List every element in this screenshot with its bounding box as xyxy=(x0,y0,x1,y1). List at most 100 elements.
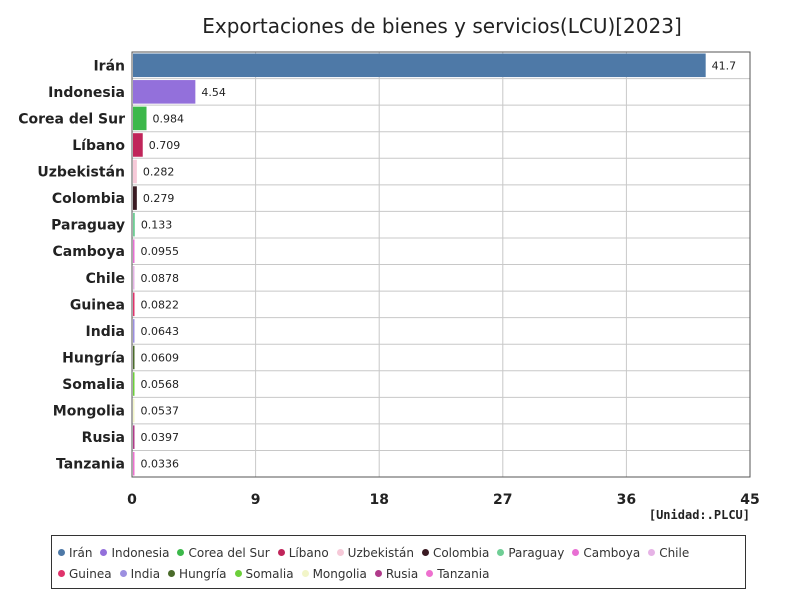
value-label-bg xyxy=(139,189,181,208)
legend-label: Chile xyxy=(659,545,690,560)
legend-item-iran: Irán xyxy=(58,542,92,563)
value-label-bg xyxy=(139,162,181,181)
chart-title: Exportaciones de bienes y servicios(LCU)… xyxy=(202,14,682,38)
legend: Irán Indonesia Corea del Sur Líbano Uzbekist… xyxy=(51,535,746,589)
legend-item-hungria: Hungría xyxy=(168,563,227,584)
bar-mongolia xyxy=(133,398,135,423)
value-label-bg xyxy=(137,321,186,340)
bar-guinea xyxy=(133,292,135,317)
category-labels: Irán Indonesia Corea del Sur Líbano Uzbekist… xyxy=(18,58,125,472)
legend-swatch xyxy=(301,570,309,577)
legend-swatch xyxy=(572,549,580,556)
legend-label: India xyxy=(130,566,161,581)
value-label-bg xyxy=(198,82,233,101)
bar-indonesia xyxy=(133,80,196,104)
bar-libano xyxy=(133,133,143,157)
bar-india xyxy=(133,319,135,343)
legend-item-guinea: Guinea xyxy=(58,563,112,584)
legend-item-uzbekistan: Uzbekistán xyxy=(336,542,414,563)
legend-item-corea-del-sur: Corea del Sur xyxy=(177,542,270,563)
legend-swatch xyxy=(497,549,505,556)
category-label-tanzania: Tanzania xyxy=(56,457,125,473)
legend-item-somalia: Somalia xyxy=(234,563,294,584)
x-tick-label: 9 xyxy=(251,492,261,508)
category-label-iran: Irán xyxy=(93,58,125,74)
value-label-tanzania: 0.0336 xyxy=(141,458,180,471)
value-label-bg xyxy=(708,56,743,75)
legend-item-indonesia: Indonesia xyxy=(100,542,169,563)
bar-rusia xyxy=(133,425,135,449)
value-label-bg xyxy=(137,428,186,447)
legend-label: Hungría xyxy=(179,566,227,581)
value-label-corea-del-sur: 0.984 xyxy=(153,112,185,125)
category-label-rusia: Rusia xyxy=(82,430,125,446)
value-label-india: 0.0643 xyxy=(141,325,180,338)
category-label-camboya: Camboya xyxy=(52,244,125,260)
value-label-chile: 0.0878 xyxy=(141,272,180,285)
unit-label: [Unidad:.PLCU] xyxy=(648,508,750,522)
legend-item-paraguay: Paraguay xyxy=(497,542,564,563)
plot-area xyxy=(131,51,751,478)
legend-swatch xyxy=(234,570,242,577)
value-label-libano: 0.709 xyxy=(149,139,181,152)
legend-item-rusia: Rusia xyxy=(374,563,418,584)
legend-label: Indonesia xyxy=(111,545,170,560)
legend-label: Paraguay xyxy=(508,545,565,560)
bar-tanzania xyxy=(133,451,135,476)
bar-iran xyxy=(133,53,706,78)
bar-corea-del-sur xyxy=(133,106,147,131)
category-label-hungria: Hungría xyxy=(62,350,125,366)
category-label-indonesia: Indonesia xyxy=(48,85,125,101)
category-label-paraguay: Paraguay xyxy=(51,218,125,234)
value-label-bg xyxy=(137,215,179,234)
value-label-camboya: 0.0955 xyxy=(141,245,180,258)
value-label-bg xyxy=(137,401,186,420)
category-label-chile: Chile xyxy=(86,271,125,287)
legend-label: Mongolia xyxy=(312,566,367,581)
legend-label: Uzbekistán xyxy=(347,545,414,560)
legend-label: Líbano xyxy=(288,545,329,560)
category-label-corea-del-sur: Corea del Sur xyxy=(18,111,125,127)
x-tick-label: 45 xyxy=(740,492,759,508)
legend-swatch xyxy=(58,549,65,556)
category-label-guinea: Guinea xyxy=(70,297,125,313)
category-label-colombia: Colombia xyxy=(52,191,125,207)
x-tick-label: 36 xyxy=(617,492,636,508)
value-label-bg xyxy=(137,375,186,394)
value-label-bg xyxy=(137,454,186,473)
category-label-uzbekistan: Uzbekistán xyxy=(37,165,125,181)
value-label-rusia: 0.0397 xyxy=(141,431,180,444)
value-label-bg xyxy=(137,268,186,287)
legend-swatch xyxy=(426,570,434,577)
legend-swatch xyxy=(119,570,127,577)
legend-label: Tanzania xyxy=(437,566,490,581)
value-label-indonesia: 4.54 xyxy=(201,86,226,99)
legend-item-mongolia: Mongolia xyxy=(301,563,367,584)
x-tick-label: 0 xyxy=(127,492,137,508)
legend-swatch xyxy=(421,549,429,556)
value-label-bg xyxy=(137,348,186,367)
bar-chile xyxy=(133,266,135,290)
x-tick-label: 18 xyxy=(369,492,388,508)
value-label-bg xyxy=(137,242,186,261)
value-label-mongolia: 0.0537 xyxy=(141,405,180,418)
value-label-somalia: 0.0568 xyxy=(141,378,180,391)
category-label-somalia: Somalia xyxy=(62,377,125,393)
legend-swatch xyxy=(100,549,108,556)
legend-swatch xyxy=(177,549,185,556)
value-label-bg xyxy=(145,135,187,154)
value-label-hungria: 0.0609 xyxy=(141,351,180,364)
value-label-bg xyxy=(149,109,191,128)
bar-colombia xyxy=(133,186,137,210)
legend-item-chile: Chile xyxy=(648,542,689,563)
category-label-mongolia: Mongolia xyxy=(53,404,125,420)
legend-swatch xyxy=(648,549,656,556)
grid xyxy=(131,51,751,478)
bar-uzbekistan xyxy=(133,159,137,184)
value-labels: 41.7 4.54 0.984 0.709 0.282 0.279 0.133 0.0955 0… xyxy=(137,56,743,473)
legend-swatch xyxy=(336,549,344,556)
legend-item-colombia: Colombia xyxy=(421,542,489,563)
x-axis-ticks: 0 9 18 27 36 45 xyxy=(127,492,760,508)
legend-swatch xyxy=(374,570,382,577)
legend-label: Camboya xyxy=(583,545,641,560)
